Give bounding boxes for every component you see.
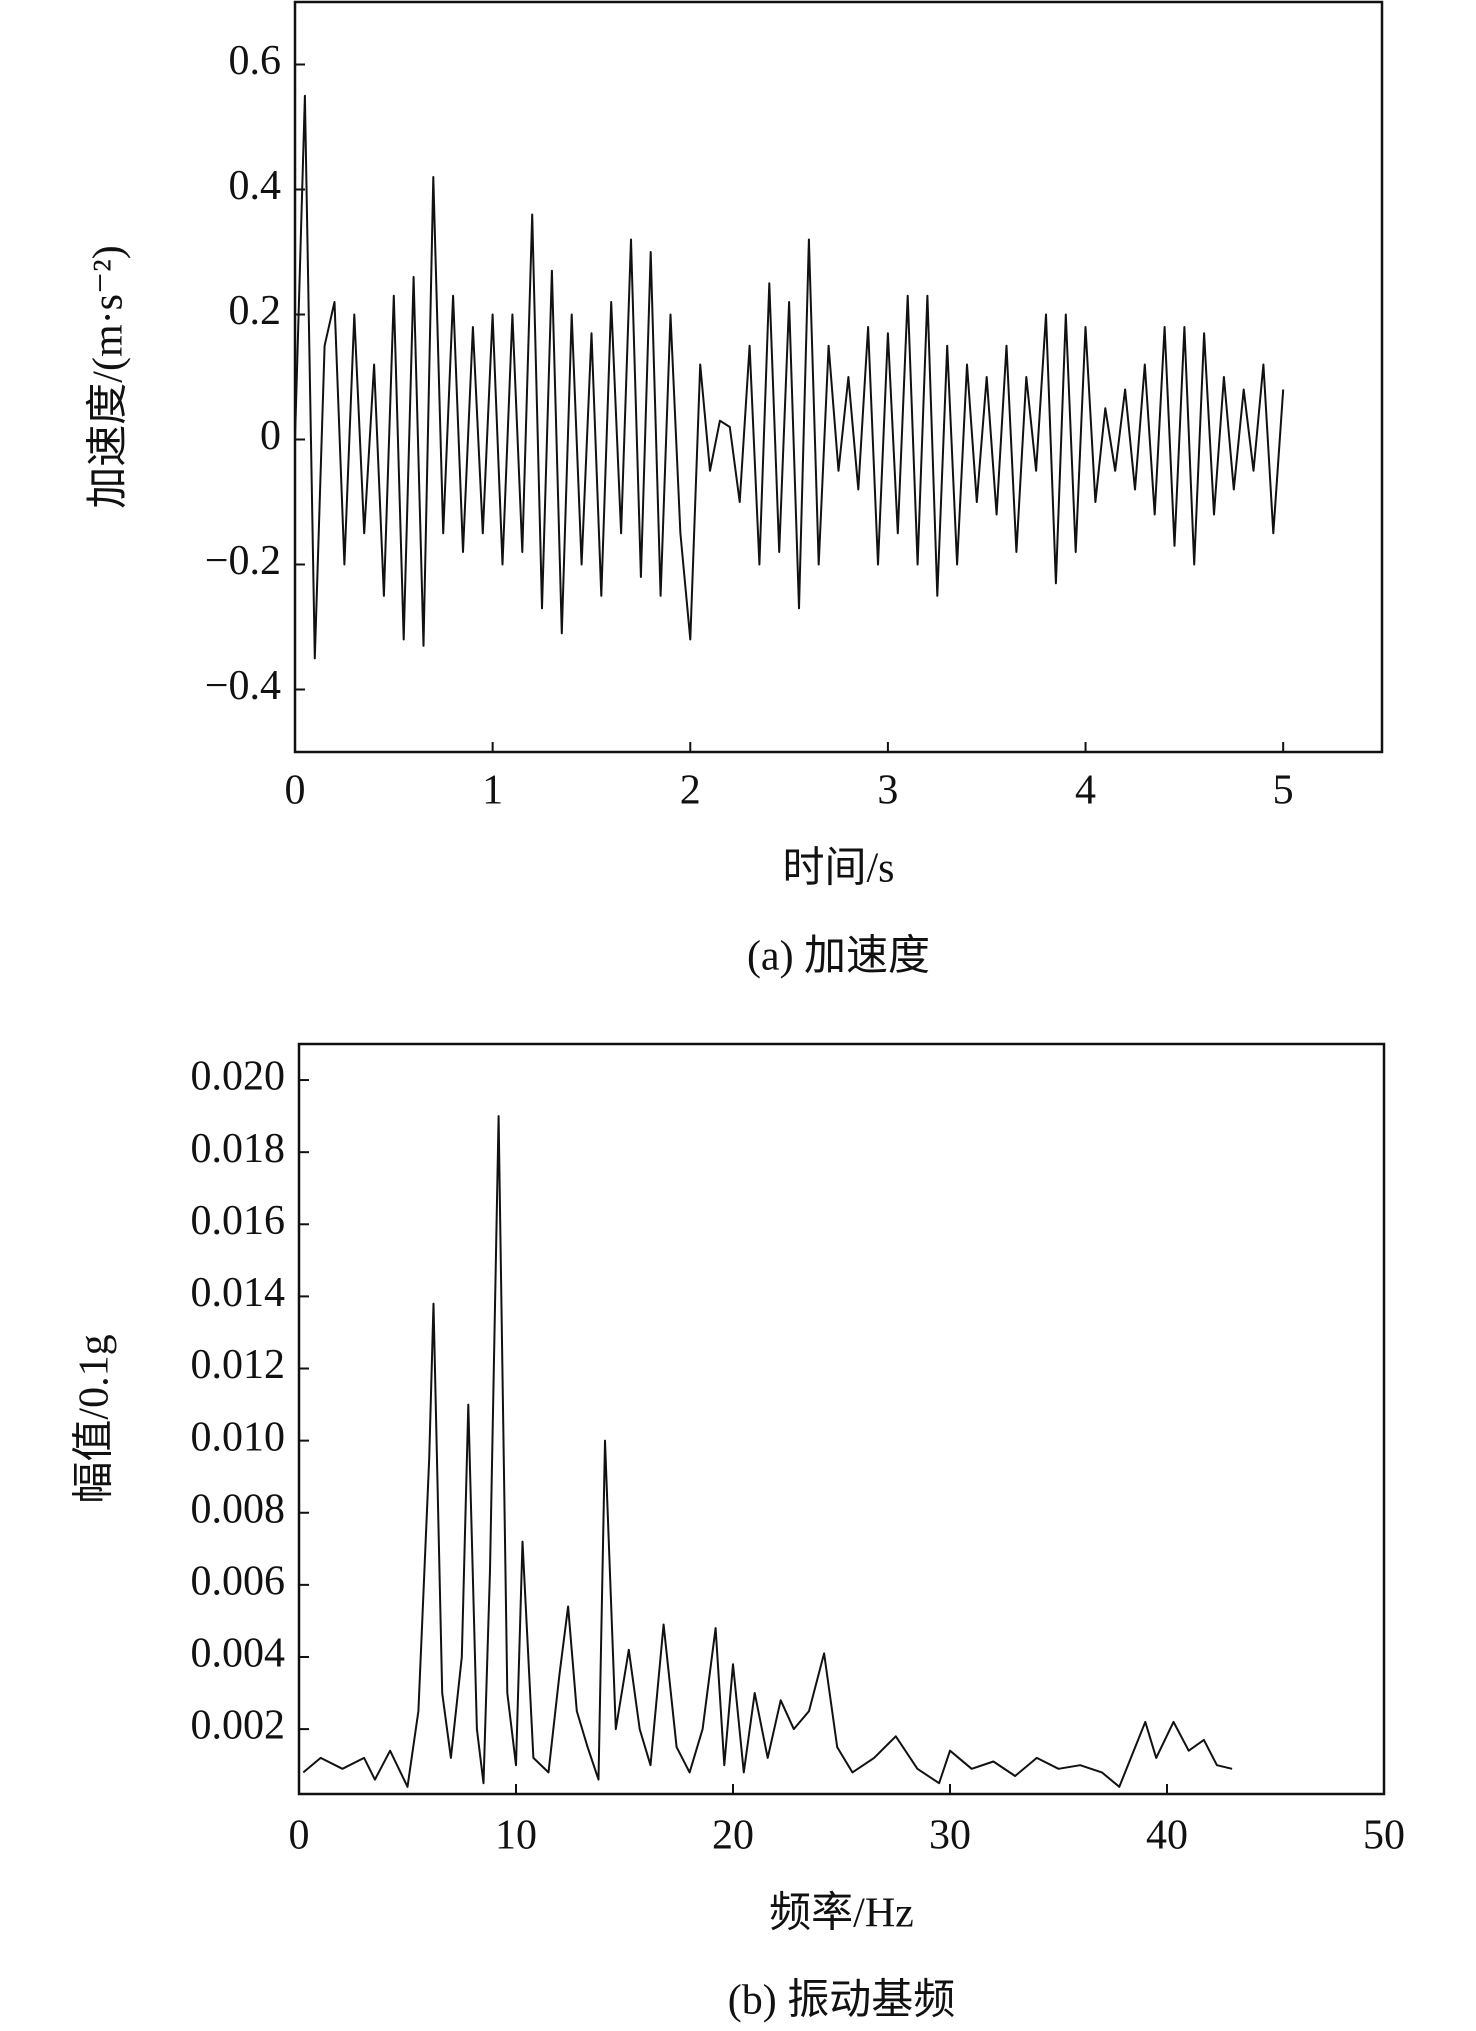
x-tick-label: 10 (495, 1813, 537, 1859)
caption: (b) 振动基频 (728, 1978, 955, 2024)
y-tick-label: 0.006 (191, 1559, 286, 1605)
y-tick-label: 0.016 (191, 1198, 286, 1244)
x-tick-label: 40 (1146, 1813, 1188, 1859)
x-tick-label: 1 (482, 768, 503, 814)
y-axis-title: 加速度/(m·s⁻²) (86, 245, 132, 508)
x-tick-label: 5 (1273, 768, 1294, 814)
y-tick-label: 0.004 (191, 1631, 286, 1677)
y-tick-label: −0.2 (205, 538, 281, 584)
data-line (294, 94, 1285, 660)
y-tick-label: 0.2 (229, 288, 282, 334)
y-tick-label: 0.008 (191, 1486, 286, 1532)
x-tick-label: 20 (712, 1813, 754, 1859)
plot-frame (293, 0, 1384, 754)
x-tick-label: 4 (1075, 768, 1096, 814)
x-tick-label: 0 (289, 1813, 310, 1859)
y-tick-label: 0.6 (229, 38, 282, 84)
y-tick-label: 0.002 (191, 1703, 286, 1749)
x-tick-label: 3 (877, 768, 898, 814)
x-tick-label: 50 (1363, 1813, 1405, 1859)
x-tick-label: 30 (929, 1813, 971, 1859)
y-tick-label: 0.018 (191, 1126, 286, 1172)
data-line (302, 1115, 1233, 1788)
y-tick-label: 0.012 (191, 1342, 286, 1388)
y-tick-label: 0 (260, 413, 281, 459)
y-tick-label: −0.4 (205, 663, 281, 709)
x-axis-title: 频率/Hz (769, 1890, 914, 1937)
y-tick-label: 0.010 (191, 1414, 286, 1460)
y-tick-label: 0.014 (191, 1270, 286, 1316)
caption: (a) 加速度 (747, 934, 930, 980)
plot-frame (297, 1042, 1386, 1796)
x-tick-label: 0 (285, 768, 306, 814)
y-axis-title: 幅值/0.1g (72, 1334, 118, 1503)
y-tick-label: 0.4 (229, 163, 282, 209)
y-tick-label: 0.020 (191, 1054, 286, 1100)
x-axis-title: 时间/s (782, 846, 894, 892)
x-tick-label: 2 (680, 768, 701, 814)
